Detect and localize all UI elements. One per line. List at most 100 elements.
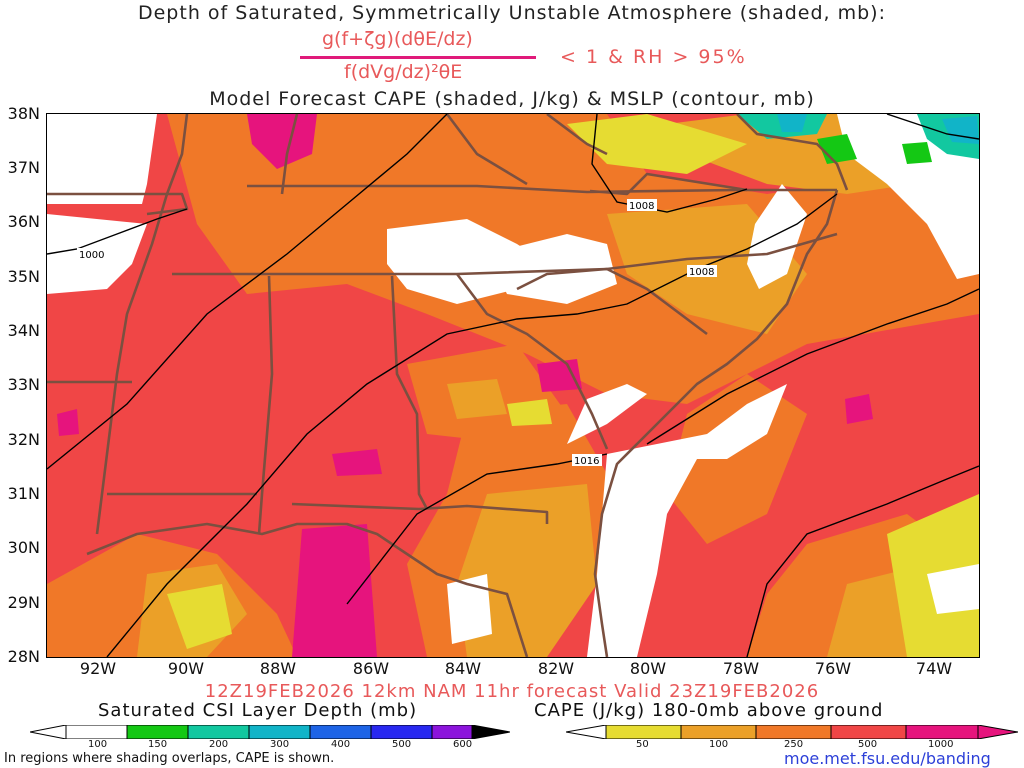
lat-label: 38N bbox=[7, 104, 40, 123]
lat-label: 32N bbox=[7, 430, 40, 449]
title-line-1: Depth of Saturated, Symmetrically Unstab… bbox=[137, 2, 886, 24]
colorbar-left-swatch bbox=[248, 725, 311, 739]
colorbar-right-swatch bbox=[905, 725, 979, 739]
boundary-line bbox=[546, 114, 608, 156]
boundary-line bbox=[390, 275, 429, 510]
colorbar-left-swatch bbox=[187, 725, 250, 739]
isobar-line bbox=[106, 193, 838, 657]
isobar-label: 1008 bbox=[689, 267, 714, 278]
colorbar-left-tick: 200 bbox=[209, 739, 229, 750]
lat-label: 36N bbox=[7, 212, 40, 231]
colorbar-left-tick: 100 bbox=[88, 739, 108, 750]
lon-label: 76W bbox=[814, 659, 852, 678]
map-panel: 1000 1008 1008 1016 bbox=[46, 113, 980, 658]
colorbar-left-swatch bbox=[370, 725, 433, 739]
lon-label: 78W bbox=[722, 659, 760, 678]
cape-field-100 bbox=[447, 379, 507, 419]
colorbar-left-title: Saturated CSI Layer Depth (mb) bbox=[98, 700, 418, 721]
colorbar-right bbox=[566, 725, 1018, 739]
no-cape-region bbox=[567, 384, 647, 444]
coastline bbox=[86, 522, 529, 657]
lat-label: 34N bbox=[7, 321, 40, 340]
source-url[interactable]: moe.met.fsu.edu/banding bbox=[784, 749, 991, 768]
river-line bbox=[95, 114, 189, 535]
boundary-line bbox=[445, 114, 528, 186]
no-cape-region bbox=[747, 184, 807, 289]
cape-field-50 bbox=[167, 584, 232, 649]
colorbar-right-tick: 50 bbox=[636, 739, 649, 750]
boundary-line bbox=[247, 184, 837, 194]
cape-field-1000 bbox=[537, 359, 582, 392]
colorbar-left-swatch bbox=[30, 725, 67, 739]
colorbar-right-swatch bbox=[755, 725, 832, 739]
boundary-line bbox=[257, 275, 274, 535]
forecast-line: 12Z19FEB2026 12km NAM 11hr forecast Vali… bbox=[204, 681, 820, 702]
formula-bar bbox=[300, 56, 536, 59]
colorbar-right-swatch bbox=[830, 725, 907, 739]
isobar-labels: 1000 1008 1008 1016 bbox=[77, 199, 717, 467]
colorbar-left-swatch bbox=[126, 725, 189, 739]
colorbar-right-tick: 500 bbox=[858, 739, 878, 750]
isobar-line bbox=[746, 465, 979, 657]
colorbar-right-swatch bbox=[977, 725, 1018, 739]
csi-field-100 bbox=[902, 142, 932, 164]
overlap-note: In regions where shading overlaps, CAPE … bbox=[4, 751, 335, 766]
river-line bbox=[280, 114, 299, 195]
no-cape-region bbox=[587, 384, 787, 657]
isobar-label-box bbox=[627, 199, 657, 211]
lat-label: 31N bbox=[7, 484, 40, 503]
coastline bbox=[736, 114, 849, 191]
boundary-line bbox=[291, 502, 549, 524]
cape-field-1000 bbox=[332, 449, 382, 476]
colorbar-left-swatch bbox=[309, 725, 372, 739]
colorbar-left-swatch bbox=[65, 725, 128, 739]
isobar-label: 1000 bbox=[79, 250, 104, 261]
title-line-3: Model Forecast CAPE (shaded, J/kg) & MSL… bbox=[209, 88, 815, 110]
isobar-label: 1008 bbox=[629, 201, 654, 212]
coastline bbox=[593, 189, 839, 657]
lat-label: 37N bbox=[7, 158, 40, 177]
lon-label: 88W bbox=[259, 659, 297, 678]
lon-label: 92W bbox=[79, 659, 117, 678]
boundary-line bbox=[589, 172, 748, 196]
cape-field-100 bbox=[457, 484, 597, 657]
colorbar-left-tick: 500 bbox=[392, 739, 412, 750]
lon-label: 74W bbox=[915, 659, 953, 678]
isobars bbox=[47, 114, 979, 657]
no-cape-region bbox=[837, 114, 979, 279]
isobar-line bbox=[646, 288, 979, 445]
colorbar-right-swatch bbox=[566, 725, 607, 739]
formula-denominator: f(dVg/dz)²θE bbox=[344, 61, 463, 83]
colorbar-left-swatch bbox=[431, 725, 473, 739]
colorbar-left-tick: 400 bbox=[331, 739, 351, 750]
lat-label: 35N bbox=[7, 267, 40, 286]
colorbar-left-tick: 300 bbox=[270, 739, 290, 750]
lon-label: 90W bbox=[167, 659, 205, 678]
csi-field-200 bbox=[777, 114, 807, 132]
cape-field-1000 bbox=[57, 409, 79, 436]
no-cape-region bbox=[447, 574, 492, 644]
csi-field-100 bbox=[817, 134, 857, 164]
isobar-label-box bbox=[77, 248, 107, 260]
boundary-line bbox=[455, 273, 609, 450]
lat-label: 29N bbox=[7, 593, 40, 612]
colorbar-right-swatch bbox=[605, 725, 682, 739]
isobar-label-box bbox=[572, 454, 602, 466]
map-svg: 1000 1008 1008 1016 bbox=[47, 114, 979, 657]
isobar-line bbox=[47, 208, 188, 255]
lat-label: 28N bbox=[7, 647, 40, 666]
lon-label: 84W bbox=[444, 659, 482, 678]
colorbar-right-tick: 250 bbox=[784, 739, 804, 750]
lat-label: 33N bbox=[7, 375, 40, 394]
isobar-line bbox=[886, 114, 979, 140]
colorbar-right-title: CAPE (J/kg) 180-0mb above ground bbox=[534, 700, 884, 721]
isobar-line bbox=[47, 114, 448, 470]
cape-field-50 bbox=[507, 399, 552, 426]
cape-field-1000 bbox=[292, 524, 377, 657]
colorbar-right-tick: 1000 bbox=[928, 739, 954, 750]
colorbar-left bbox=[30, 725, 510, 739]
lon-label: 86W bbox=[352, 659, 390, 678]
boundary-line bbox=[47, 192, 189, 216]
lon-label: 82W bbox=[537, 659, 575, 678]
isobar-label: 1016 bbox=[574, 456, 599, 467]
